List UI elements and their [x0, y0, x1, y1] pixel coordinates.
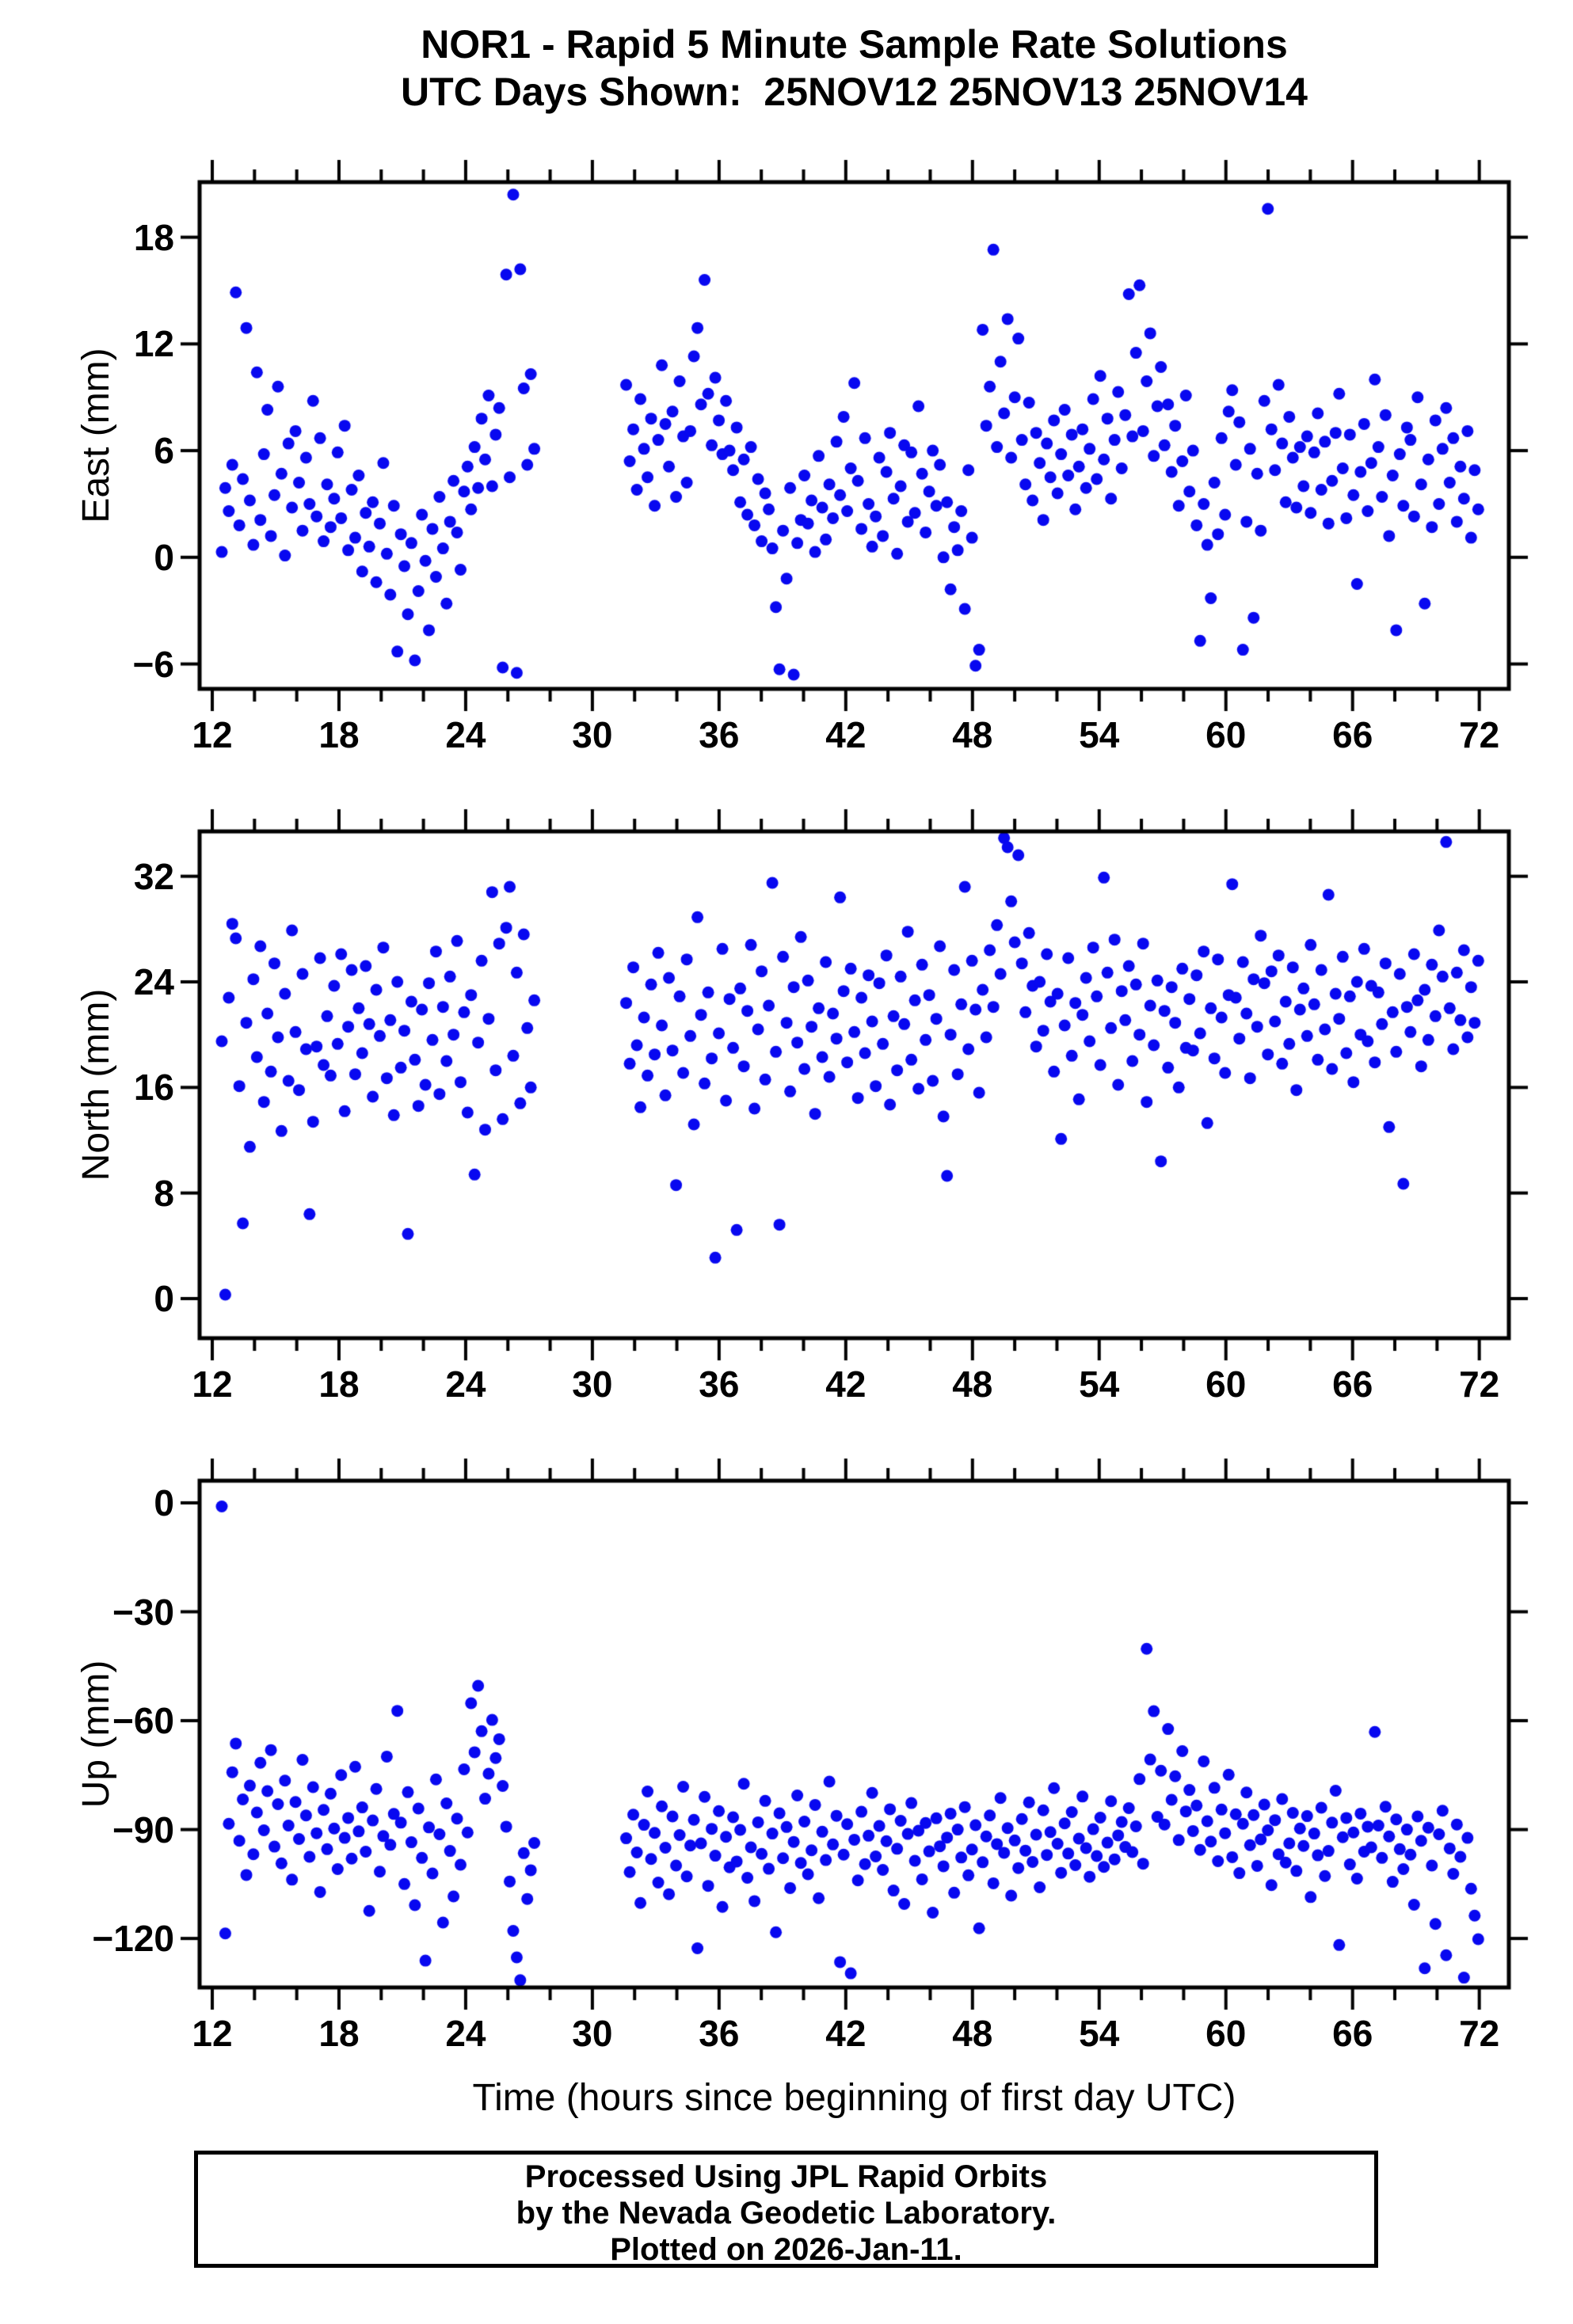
x-tick-label: 54 [1079, 2013, 1120, 2054]
x-tick-label: 12 [192, 1364, 233, 1405]
chart-title-block: NOR1 - Rapid 5 Minute Sample Rate Soluti… [200, 21, 1509, 116]
y-tick-label: 16 [133, 1067, 174, 1109]
y-tick-label: −120 [92, 1918, 174, 1960]
processing-note-box: Processed Using JPL Rapid Orbits by the … [194, 2151, 1378, 2268]
x-tick-label: 36 [699, 714, 740, 755]
x-tick-label: 30 [572, 714, 613, 755]
x-tick-label: 66 [1332, 714, 1373, 755]
x-tick-label: 60 [1205, 714, 1247, 755]
x-tick-label: 30 [572, 2013, 613, 2054]
x-tick-label: 54 [1079, 714, 1120, 755]
chart-title-line1: NOR1 - Rapid 5 Minute Sample Rate Soluti… [421, 22, 1288, 67]
footer-line3: Plotted on 2026-Jan-11. [610, 2232, 962, 2267]
y-tick-label: 24 [133, 961, 174, 1002]
x-tick-label: 36 [699, 1364, 740, 1405]
x-tick-label: 24 [445, 2013, 486, 2054]
x-tick-label: 12 [192, 714, 233, 755]
x-tick-label: 12 [192, 2013, 233, 2054]
y-tick-label: 12 [133, 323, 174, 365]
x-tick-label: 30 [572, 1364, 613, 1405]
x-tick-label: 42 [825, 1364, 866, 1405]
y-tick-label: 0 [154, 1482, 174, 1523]
footer-line1: Processed Using JPL Rapid Orbits [524, 2159, 1048, 2194]
x-tick-label: 24 [445, 714, 486, 755]
y-tick-label: 32 [133, 855, 174, 897]
x-tick-label: 72 [1459, 2013, 1500, 2054]
x-tick-label: 18 [318, 714, 360, 755]
x-tick-label: 42 [825, 714, 866, 755]
x-tick-label: 18 [318, 1364, 360, 1405]
x-tick-label: 72 [1459, 714, 1500, 755]
footer-line2: by the Nevada Geodetic Laboratory. [516, 2196, 1057, 2231]
y-tick-label: 6 [154, 430, 174, 472]
x-tick-label: 60 [1205, 2013, 1247, 2054]
y-tick-label: −60 [112, 1700, 174, 1742]
x-tick-label: 54 [1079, 1364, 1120, 1405]
x-tick-label: 48 [952, 714, 993, 755]
x-tick-label: 36 [699, 2013, 740, 2054]
x-tick-label: 18 [318, 2013, 360, 2054]
y-tick-label: 0 [154, 536, 174, 578]
y-tick-label: 8 [154, 1172, 174, 1214]
x-tick-label: 66 [1332, 2013, 1373, 2054]
x-tick-label: 24 [445, 1364, 486, 1405]
chart-title-line2: UTC Days Shown: 25NOV12 25NOV13 25NOV14 [401, 70, 1308, 114]
y-tick-label: −90 [112, 1809, 174, 1850]
x-tick-label: 72 [1459, 1364, 1500, 1405]
y-tick-label: −30 [112, 1591, 174, 1633]
x-tick-label: 66 [1332, 1364, 1373, 1405]
time-axis-label: Time (hours since beginning of first day… [472, 2077, 1236, 2119]
y-tick-label: −6 [132, 643, 174, 685]
x-tick-label: 60 [1205, 1364, 1247, 1405]
x-tick-label: 42 [825, 2013, 866, 2054]
y-tick-label: 0 [154, 1278, 174, 1319]
y-tick-label: 18 [133, 216, 174, 258]
x-tick-label: 48 [952, 1364, 993, 1405]
x-tick-label: 48 [952, 2013, 993, 2054]
